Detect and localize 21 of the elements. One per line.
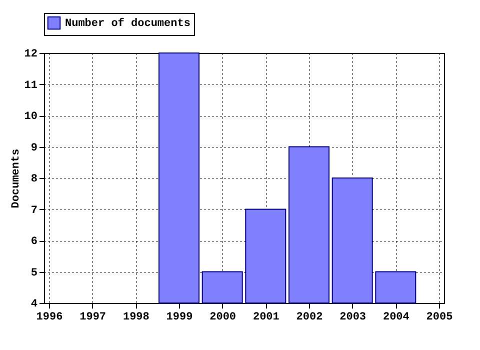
x-tick-label: 1997 [80, 312, 106, 324]
x-tick-label: 2003 [340, 312, 366, 324]
y-tick-label: 8 [30, 174, 38, 186]
x-tick-label: 2000 [210, 312, 236, 324]
x-tick-label: 2005 [426, 312, 454, 324]
x-tick-label: 2004 [382, 312, 410, 324]
y-tick-label: 10 [24, 111, 38, 123]
y-axis-title: Documents [10, 148, 22, 208]
legend-label: Number of documents [65, 17, 190, 30]
y-tick-label: 7 [30, 204, 38, 217]
x-tick-label: 1999 [166, 312, 193, 324]
x-tick-label: 1998 [122, 312, 150, 324]
y-tick-label: 12 [24, 48, 38, 60]
y-tick-label: 4 [30, 298, 38, 310]
y-tick-label: 11 [24, 80, 38, 92]
x-tick-label: 2001 [252, 312, 280, 324]
y-tick-label: 6 [30, 236, 38, 248]
x-tick-label: 1996 [36, 312, 63, 324]
y-tick-label: 5 [30, 267, 38, 280]
y-tick-label: 9 [30, 142, 38, 154]
x-tick-label: 2002 [296, 312, 323, 324]
